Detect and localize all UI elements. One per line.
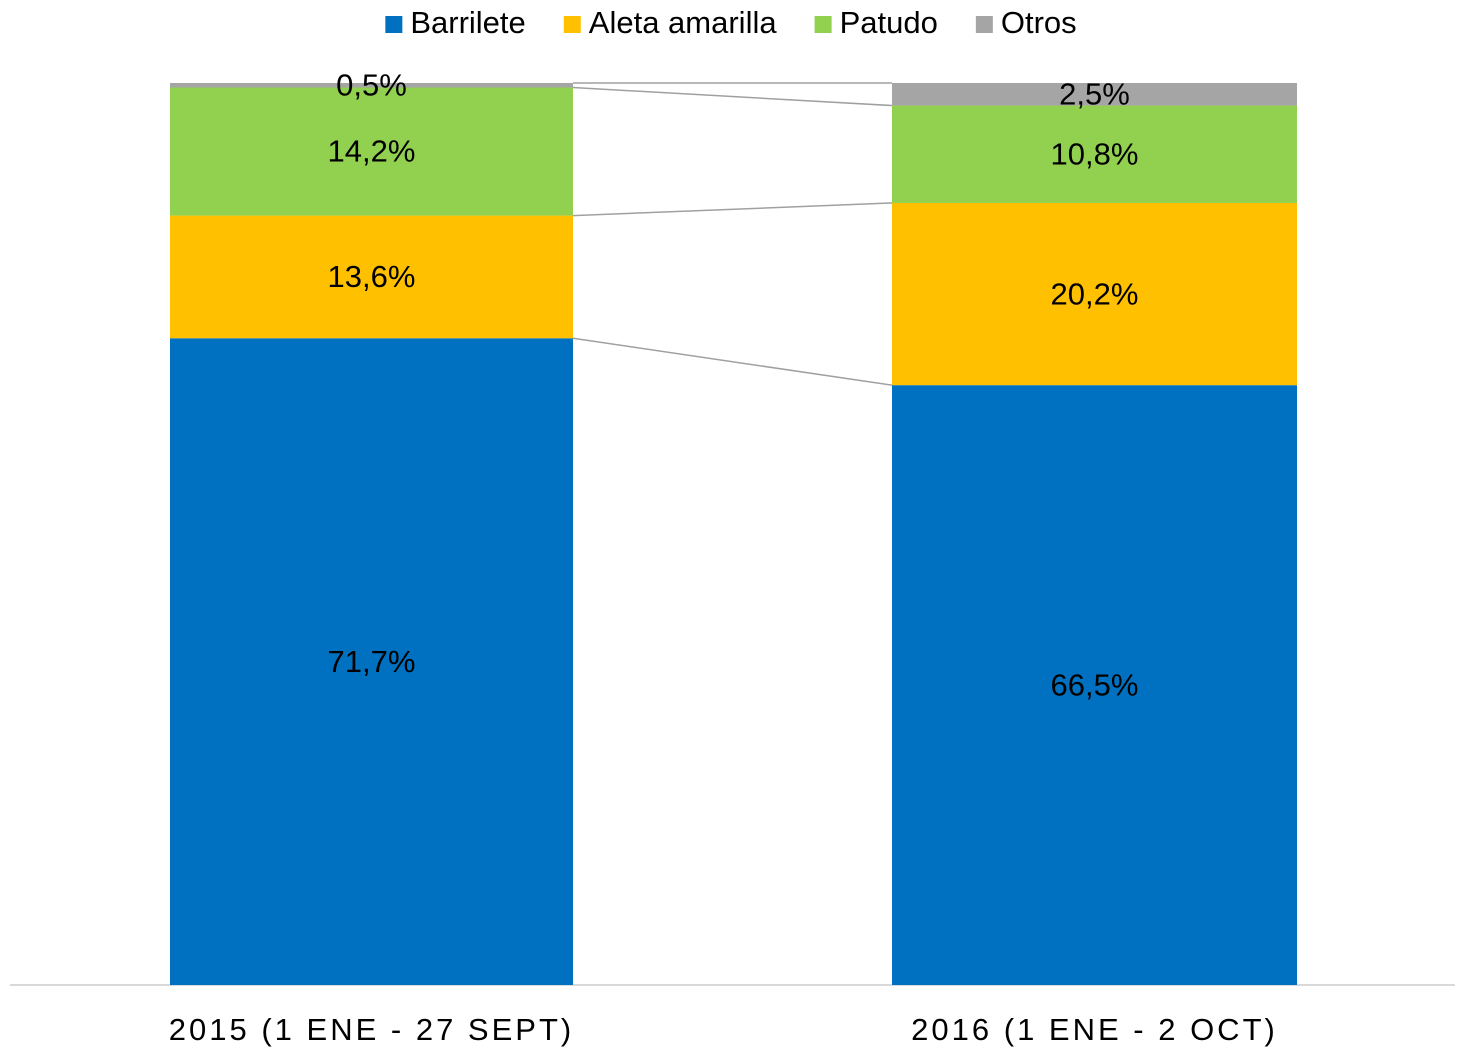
legend-swatch [563, 16, 581, 33]
bar-segment [892, 385, 1297, 985]
bar-segment [170, 87, 573, 216]
value-label: 0,5% [336, 67, 407, 102]
value-label: 20,2% [1051, 276, 1139, 311]
legend-swatch [975, 16, 993, 33]
legend-label: Patudo [840, 5, 938, 40]
value-label: 71,7% [328, 644, 416, 679]
bar-segment [892, 202, 1297, 386]
value-label: 14,2% [328, 134, 416, 169]
series-line [572, 337, 893, 386]
bar-segment [892, 105, 1297, 203]
bar-segment [170, 215, 573, 339]
value-label: 66,5% [1051, 667, 1139, 702]
value-label: 10,8% [1051, 136, 1139, 171]
bar-segment [170, 338, 573, 985]
legend-label: Otros [1001, 5, 1077, 40]
bar-segment [892, 83, 1297, 106]
legend-swatch [385, 16, 403, 33]
x-tick-label: 2015 (1 ENE - 27 SEPT) [169, 1012, 574, 1047]
series-line [572, 202, 893, 217]
series-line [572, 86, 893, 107]
value-label: 2,5% [1059, 76, 1130, 111]
legend-label: Barrilete [410, 5, 525, 40]
legend-label: Aleta amarilla [589, 5, 778, 40]
bar-segment [170, 83, 573, 88]
legend-swatch [814, 16, 832, 33]
value-label: 13,6% [328, 259, 416, 294]
x-tick-label: 2016 (1 ENE - 2 OCT) [911, 1012, 1278, 1047]
